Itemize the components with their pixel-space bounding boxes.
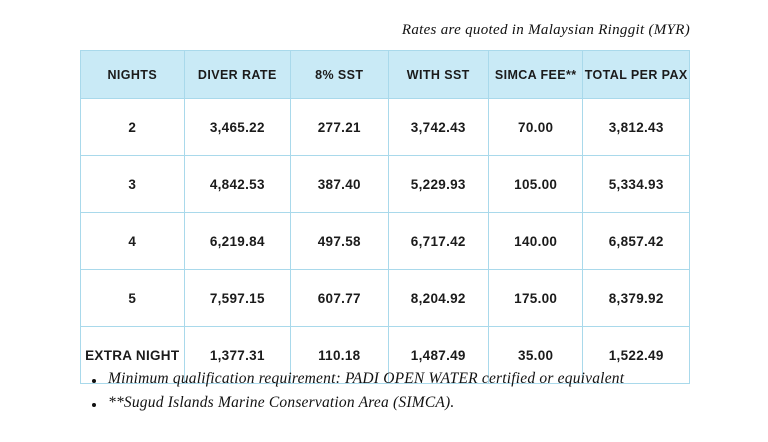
table-cell: 140.00 xyxy=(487,212,584,270)
table-row: 5 7,597.15 607.77 8,204.92 175.00 8,379.92 xyxy=(80,269,690,327)
footnote-item: Minimum qualification requirement: PADI … xyxy=(92,370,712,388)
table-row: EXTRA NIGHT 1,377.31 110.18 1,487.49 35.00 1,… xyxy=(80,326,690,384)
column-header: NIGHTS xyxy=(80,50,185,99)
table-row: 3 4,842.53 387.40 5,229.93 105.00 5,334.93 xyxy=(80,155,690,213)
table-cell: 3,465.22 xyxy=(183,98,292,156)
table-row: 2 3,465.22 277.21 3,742.43 70.00 3,812.43 xyxy=(80,98,690,156)
table-cell: 2 xyxy=(80,98,185,156)
table-cell: 277.21 xyxy=(290,98,389,156)
table-cell: 8,379.92 xyxy=(582,269,690,327)
bullet-icon xyxy=(92,403,96,407)
table-cell: 3 xyxy=(80,155,185,213)
table-cell: 5 xyxy=(80,269,185,327)
footnote-text: Minimum qualification requirement: PADI … xyxy=(108,370,625,387)
bullet-icon xyxy=(92,379,96,383)
table-cell: EXTRA NIGHT xyxy=(80,326,185,384)
table-cell: 1,487.49 xyxy=(387,326,490,384)
table-cell: 35.00 xyxy=(487,326,584,384)
table-cell: 3,812.43 xyxy=(582,98,690,156)
table-cell: 8,204.92 xyxy=(387,269,490,327)
table-cell: 6,717.42 xyxy=(387,212,490,270)
column-header: 8% SST xyxy=(290,50,389,99)
table-cell: 3,742.43 xyxy=(387,98,490,156)
table-cell: 497.58 xyxy=(290,212,389,270)
table-cell: 110.18 xyxy=(290,326,389,384)
footnotes: Minimum qualification requirement: PADI … xyxy=(92,370,712,418)
rates-table: NIGHTS DIVER RATE 8% SST WITH SST SIMCA FEE*… xyxy=(80,50,690,384)
column-header: DIVER RATE xyxy=(183,50,292,99)
table-cell: 607.77 xyxy=(290,269,389,327)
table-cell: 6,857.42 xyxy=(582,212,690,270)
column-header: SIMCA FEE** xyxy=(487,50,584,99)
footnote-item: **Sugud Islands Marine Conservation Area… xyxy=(92,394,712,412)
column-header: TOTAL PER PAX xyxy=(582,50,690,99)
table-row: 4 6,219.84 497.58 6,717.42 140.00 6,857.42 xyxy=(80,212,690,270)
table-cell: 105.00 xyxy=(487,155,584,213)
table-header-row: NIGHTS DIVER RATE 8% SST WITH SST SIMCA FEE*… xyxy=(80,50,690,99)
table-cell: 70.00 xyxy=(487,98,584,156)
column-header: WITH SST xyxy=(387,50,490,99)
currency-note: Rates are quoted in Malaysian Ringgit (M… xyxy=(401,22,690,38)
table-cell: 5,229.93 xyxy=(387,155,490,213)
table-cell: 387.40 xyxy=(290,155,389,213)
footnote-text: **Sugud Islands Marine Conservation Area… xyxy=(108,394,455,411)
table-cell: 5,334.93 xyxy=(582,155,690,213)
table-cell: 7,597.15 xyxy=(183,269,292,327)
table-cell: 1,522.49 xyxy=(582,326,690,384)
table-cell: 4,842.53 xyxy=(183,155,292,213)
table-cell: 175.00 xyxy=(487,269,584,327)
table-cell: 4 xyxy=(80,212,185,270)
table-cell: 6,219.84 xyxy=(183,212,292,270)
